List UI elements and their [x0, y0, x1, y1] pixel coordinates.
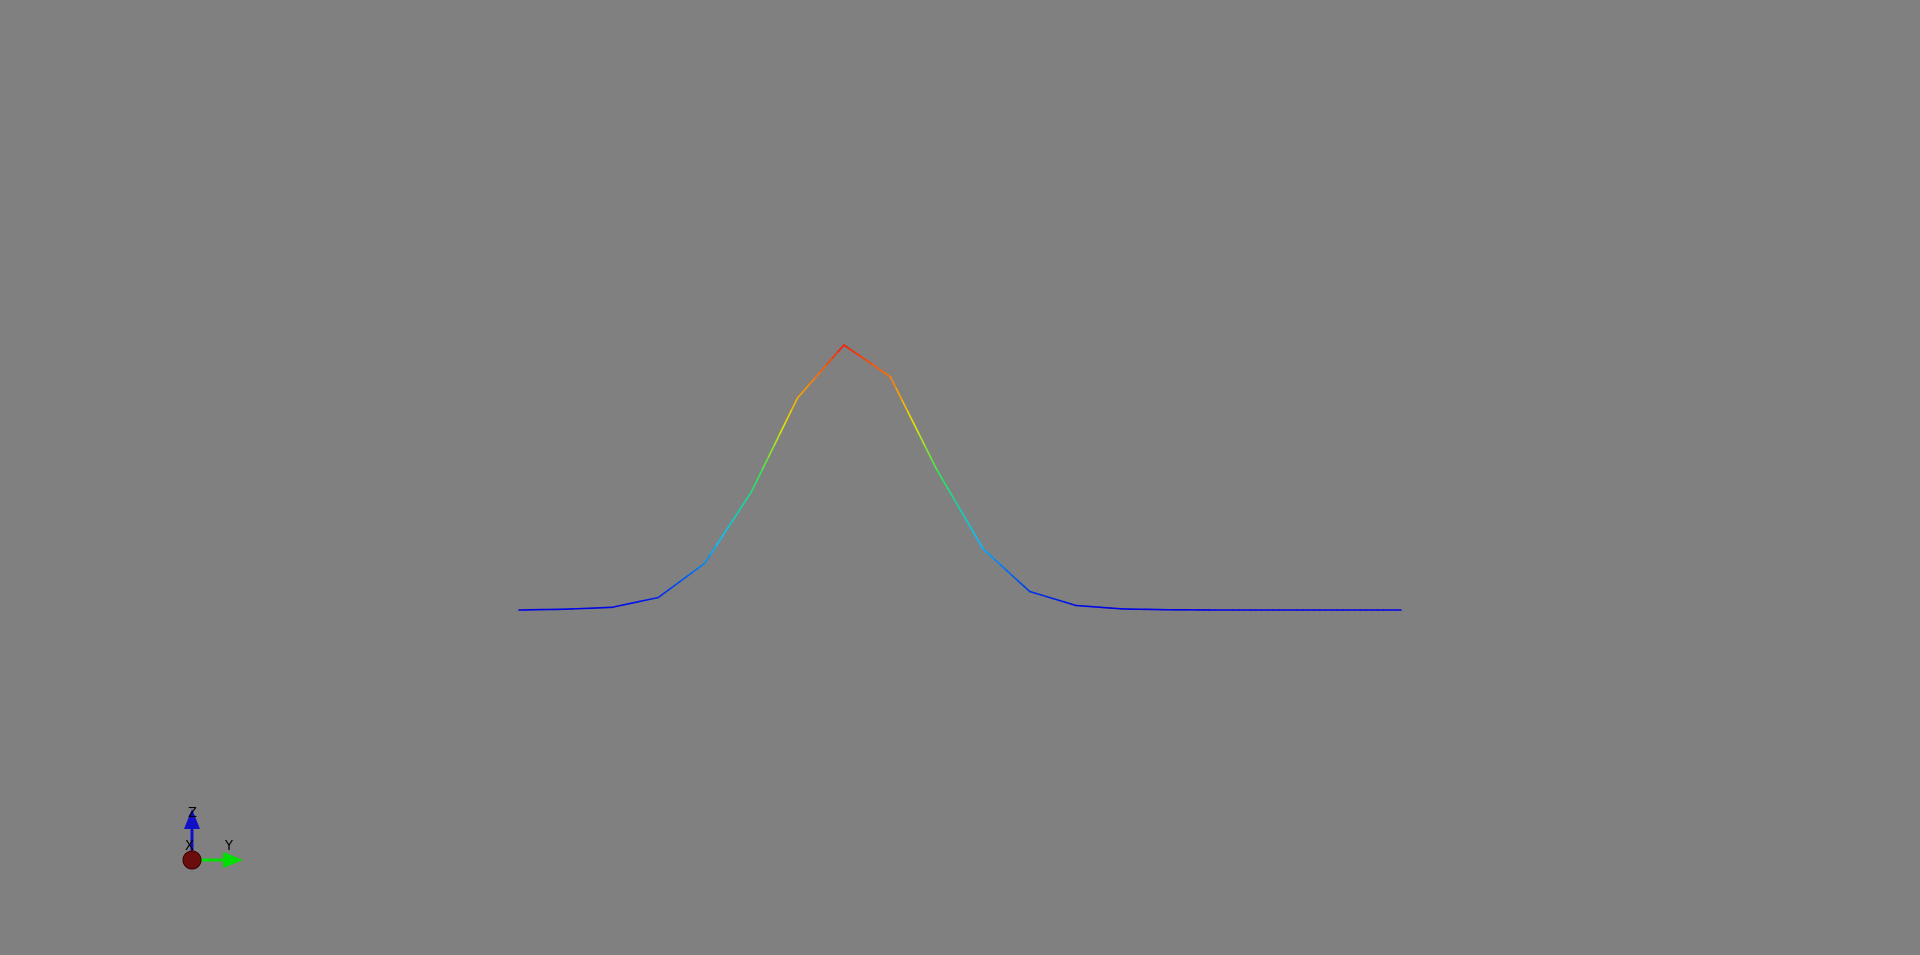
curve-segment	[709, 544, 718, 556]
curve-segment	[994, 558, 1002, 566]
curve-segment	[651, 596, 660, 600]
curve-segment	[912, 422, 921, 436]
z-axis-arrow	[184, 809, 200, 829]
curve-segment	[843, 344, 851, 350]
curve-segment	[750, 479, 758, 494]
curve-segment	[1005, 569, 1014, 577]
curve-segment	[999, 564, 1008, 572]
curve-segment	[680, 575, 689, 582]
curve-segment	[872, 364, 880, 370]
curve-segment	[1028, 590, 1037, 595]
curve-segment	[756, 467, 764, 482]
curve-segment	[616, 604, 625, 607]
curve-segment	[622, 602, 631, 606]
curve-segment	[814, 370, 822, 379]
curve-segment	[976, 538, 985, 550]
curve-segment	[663, 588, 671, 595]
curve-segment	[657, 592, 665, 599]
curve-segment	[698, 562, 706, 569]
curve-segment	[640, 599, 648, 603]
curve-segment	[703, 553, 712, 565]
curve-segment	[906, 410, 915, 424]
curve-segment	[738, 500, 747, 511]
curve-segment	[982, 548, 990, 556]
curve-segment	[1069, 602, 1077, 607]
curve-segment	[773, 432, 781, 446]
curve-segment	[1040, 594, 1048, 598]
curve-segment	[947, 488, 956, 501]
curve-segment	[1063, 601, 1072, 605]
curve-segment	[953, 498, 961, 511]
curve-segment	[1011, 574, 1019, 582]
curve-segment	[819, 364, 828, 373]
curve-segment	[1052, 597, 1060, 602]
curve-segment	[935, 468, 944, 481]
curve-segment	[988, 553, 996, 561]
curve-segment	[628, 601, 636, 605]
curve-segment	[959, 508, 967, 521]
curve-segment	[831, 350, 839, 360]
curve-segment	[825, 357, 834, 366]
curve-segment	[970, 528, 979, 540]
curve-segment	[692, 566, 700, 573]
curve-segment	[611, 605, 619, 609]
curve-segment	[727, 518, 735, 529]
z-axis-label: Z	[188, 806, 197, 821]
y-axis-arrow	[223, 852, 243, 868]
curve-segment	[744, 491, 752, 503]
curve-segment	[854, 352, 863, 358]
curve-segment	[930, 457, 938, 471]
y-axis-label: Y	[224, 839, 233, 854]
curve-segment	[941, 478, 950, 491]
curve-segment	[866, 360, 874, 366]
curve-segment	[918, 433, 926, 448]
curve-segment	[837, 344, 845, 353]
x-axis-dot	[182, 850, 202, 870]
curve-segment	[790, 397, 799, 411]
curve-segment	[674, 579, 683, 586]
curve-segment	[715, 535, 723, 547]
curve-segment	[669, 583, 677, 590]
x-axis-label: X	[185, 839, 194, 854]
curve-segment	[889, 375, 897, 390]
curve-segment	[796, 390, 805, 399]
orientation-axes-widget[interactable]: Z Y X	[182, 806, 243, 870]
curve-segment	[761, 456, 770, 470]
curve-segment	[808, 377, 816, 386]
curve-segment	[877, 368, 886, 374]
curve-segment	[860, 356, 868, 362]
curve-segment	[1057, 599, 1066, 603]
curve-segment	[779, 420, 787, 435]
curve-segment	[895, 387, 903, 401]
curve-segment	[767, 444, 776, 458]
curve-segment	[732, 509, 741, 520]
curve-segment	[1023, 585, 1031, 593]
curve-segment	[848, 348, 857, 354]
curve-segment	[802, 383, 810, 393]
curve-segment	[883, 372, 892, 378]
curve-segment	[964, 518, 973, 530]
curve-segment	[721, 527, 729, 538]
curve-segment	[1034, 592, 1043, 596]
gaussian-curve	[518, 344, 1402, 611]
curve-segment	[924, 445, 932, 459]
curve-segment	[634, 600, 642, 604]
curve-segment	[785, 408, 793, 423]
curve-segment	[686, 571, 694, 577]
curve-segment	[901, 399, 909, 413]
curve-segment	[1046, 595, 1054, 600]
curve-segment	[1017, 580, 1025, 587]
curve-segment	[645, 597, 654, 601]
